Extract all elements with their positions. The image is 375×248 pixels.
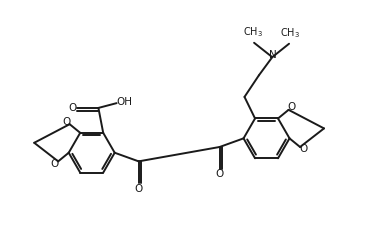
Text: O: O (216, 169, 224, 179)
Text: O: O (288, 102, 296, 112)
Text: N: N (269, 50, 277, 60)
Text: O: O (68, 103, 76, 113)
Text: OH: OH (116, 97, 132, 107)
Text: CH$_3$: CH$_3$ (243, 25, 263, 39)
Text: O: O (62, 117, 70, 127)
Text: O: O (51, 159, 59, 169)
Text: O: O (135, 184, 143, 194)
Text: CH$_3$: CH$_3$ (280, 26, 300, 40)
Text: O: O (299, 144, 307, 155)
